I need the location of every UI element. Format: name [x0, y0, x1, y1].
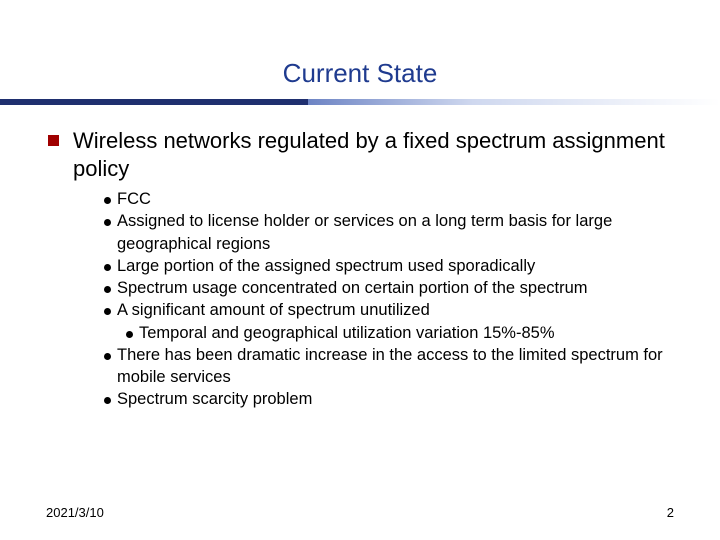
- bullet-lvl2: FCC: [104, 188, 680, 210]
- square-bullet-icon: [48, 135, 59, 146]
- dot-bullet-icon: [126, 331, 133, 338]
- slide: Current State Wireless networks regulate…: [0, 0, 720, 540]
- bullet-lvl2-text: Large portion of the assigned spectrum u…: [117, 255, 535, 277]
- bullet-lvl2-text: Spectrum usage concentrated on certain p…: [117, 277, 588, 299]
- bullet-lvl2-text: FCC: [117, 188, 151, 210]
- content-area: Wireless networks regulated by a fixed s…: [0, 105, 720, 411]
- slide-title: Current State: [0, 58, 720, 89]
- bullet-lvl2-text: A significant amount of spectrum unutili…: [117, 299, 430, 321]
- footer: 2021/3/10 2: [0, 505, 720, 520]
- bullet-lvl2: Spectrum scarcity problem: [104, 388, 680, 410]
- title-rule: [0, 99, 720, 105]
- title-rule-fade: [308, 99, 720, 105]
- title-area: Current State: [0, 0, 720, 89]
- bullet-lvl2-text: There has been dramatic increase in the …: [117, 344, 680, 389]
- bullet-lvl2: A significant amount of spectrum unutili…: [104, 299, 680, 321]
- title-rule-dark: [0, 99, 308, 105]
- bullet-lvl3-text: Temporal and geographical utilization va…: [139, 322, 555, 344]
- bullet-lvl2-list: FCC Assigned to license holder or servic…: [48, 186, 680, 411]
- dot-bullet-icon: [104, 264, 111, 271]
- dot-bullet-icon: [104, 308, 111, 315]
- bullet-lvl2: There has been dramatic increase in the …: [104, 344, 680, 389]
- bullet-lvl2-text: Assigned to license holder or services o…: [117, 210, 680, 255]
- bullet-lvl1: Wireless networks regulated by a fixed s…: [48, 127, 680, 182]
- dot-bullet-icon: [104, 219, 111, 226]
- dot-bullet-icon: [104, 286, 111, 293]
- bullet-lvl2-text: Spectrum scarcity problem: [117, 388, 312, 410]
- bullet-lvl3-list: Temporal and geographical utilization va…: [104, 322, 680, 344]
- dot-bullet-icon: [104, 397, 111, 404]
- dot-bullet-icon: [104, 353, 111, 360]
- bullet-lvl3: Temporal and geographical utilization va…: [126, 322, 680, 344]
- bullet-lvl2: Spectrum usage concentrated on certain p…: [104, 277, 680, 299]
- bullet-lvl2: Assigned to license holder or services o…: [104, 210, 680, 255]
- footer-page-number: 2: [667, 505, 674, 520]
- footer-date: 2021/3/10: [46, 505, 104, 520]
- bullet-lvl1-text: Wireless networks regulated by a fixed s…: [73, 127, 680, 182]
- dot-bullet-icon: [104, 197, 111, 204]
- bullet-lvl2: Large portion of the assigned spectrum u…: [104, 255, 680, 277]
